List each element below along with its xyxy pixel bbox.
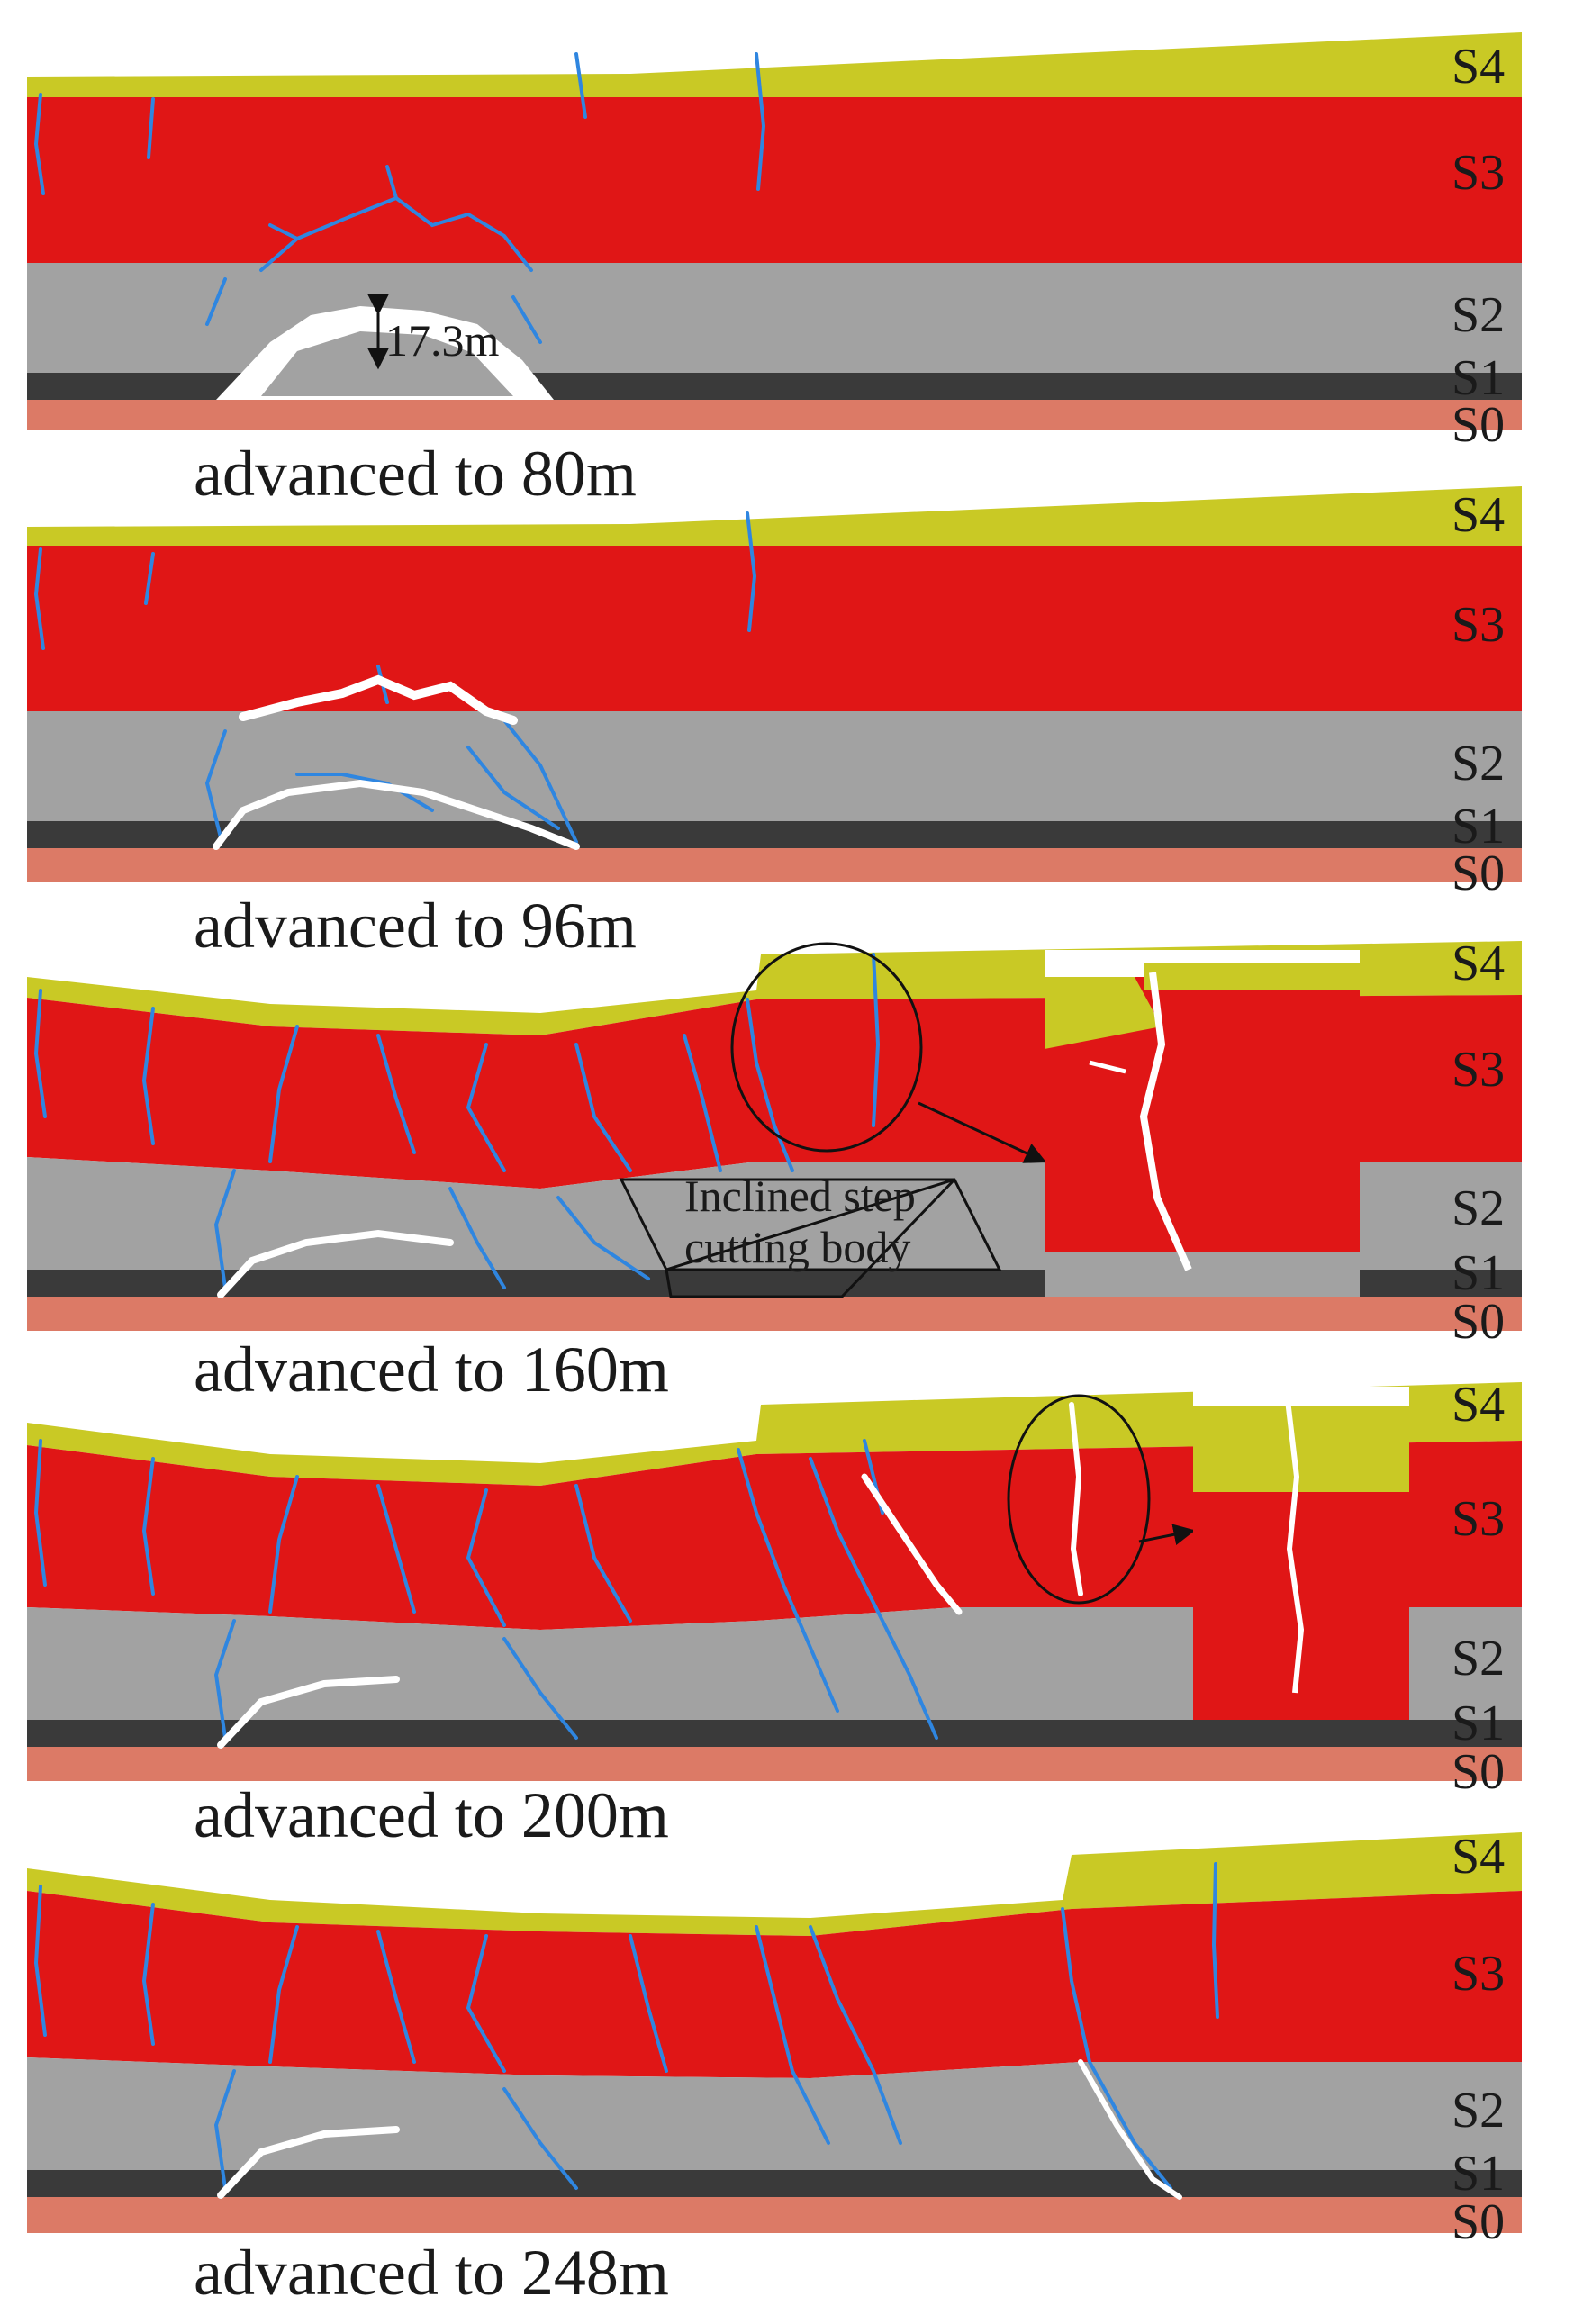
layer-label-s3: S3	[1452, 597, 1505, 653]
layer-s0	[27, 400, 1522, 430]
layer-label-s1: S1	[1452, 1696, 1505, 1751]
layer-label-s2: S2	[1452, 1180, 1505, 1236]
panel-caption: advanced to 200m	[194, 1779, 669, 1851]
fracture-opening	[1069, 1402, 1083, 1596]
layer-label-s3: S3	[1452, 1491, 1505, 1547]
dimension-marker: 17.3m	[367, 294, 500, 370]
layer-s1	[27, 2170, 1522, 2197]
layer-label-s4: S4	[1452, 936, 1505, 991]
fracture-network	[33, 1439, 938, 1740]
panel-caption: advanced to 80m	[194, 438, 637, 510]
layer-s3	[27, 546, 1522, 711]
layer-label-s0: S0	[1452, 1744, 1505, 1800]
fracture-opening	[1078, 2059, 1182, 2200]
caving-arch	[217, 1676, 400, 1749]
layer-s3	[27, 97, 1522, 263]
layer-s2	[27, 263, 1522, 373]
fracture-opening	[861, 1473, 963, 1615]
layer-label-s2: S2	[1452, 1631, 1505, 1686]
layer-s4	[27, 486, 1522, 546]
callout-arrow	[1138, 1524, 1196, 1546]
layer-s2	[27, 711, 1522, 821]
layer-label-s2: S2	[1452, 2083, 1505, 2139]
layer-label-s1: S1	[1452, 799, 1505, 855]
panel-2: S4 S3 S2 S1 S0 advanced to 96m	[27, 486, 1522, 962]
layer-s1	[27, 821, 1522, 848]
layer-s3	[27, 1891, 1522, 2078]
layer-s0	[27, 848, 1522, 882]
dimension-label: 17.3m	[385, 315, 500, 366]
layer-label-s1: S1	[1452, 2146, 1505, 2202]
fracture-network	[33, 953, 881, 1289]
annotation-line-1: Inclined step	[684, 1171, 916, 1221]
layer-s0	[27, 1747, 1522, 1781]
layer-label-s0: S0	[1452, 2194, 1505, 2250]
layer-label-s2: S2	[1452, 736, 1505, 791]
zoom-inset	[1045, 950, 1360, 1297]
panel-4: S4 S3 S2 S1 S0 advanced to 200m	[27, 1377, 1522, 1851]
layer-label-s4: S4	[1452, 1829, 1505, 1885]
panel-caption: advanced to 96m	[194, 890, 637, 962]
layer-label-s4: S4	[1452, 1377, 1505, 1433]
highlight-circle	[730, 942, 923, 1153]
layer-label-s4: S4	[1452, 39, 1505, 95]
layer-label-s3: S3	[1452, 1042, 1505, 1098]
caving-arch	[217, 2126, 400, 2199]
panel-caption: advanced to 248m	[194, 2237, 669, 2309]
layer-label-s1: S1	[1452, 350, 1505, 406]
layer-s1	[27, 1720, 1522, 1747]
layer-label-s0: S0	[1452, 397, 1505, 453]
highlight-circle	[1007, 1394, 1151, 1605]
layer-label-s1: S1	[1452, 1245, 1505, 1301]
caving-arch	[239, 674, 518, 725]
zoom-inset	[1193, 1387, 1409, 1720]
layer-label-s3: S3	[1452, 145, 1505, 201]
caving-arch	[213, 779, 580, 850]
fracture-network	[33, 1862, 1219, 2190]
caving-arch	[217, 1229, 454, 1298]
layer-label-s0: S0	[1452, 846, 1505, 901]
inclined-step-outline	[665, 1178, 956, 1298]
layer-s0	[27, 2197, 1522, 2233]
panel-caption: advanced to 160m	[194, 1334, 669, 1406]
layer-s2	[27, 1607, 1522, 1720]
layer-s2	[27, 2057, 1522, 2170]
layer-label-s3: S3	[1452, 1946, 1505, 2002]
layer-label-s0: S0	[1452, 1294, 1505, 1350]
panel-1: 17.3m S4 S3 S2 S1 S0 advanced to 80m	[27, 32, 1522, 510]
fracture-network	[33, 52, 766, 344]
panel-5: S4 S3 S2 S1 S0 advanced to 248m	[27, 1829, 1522, 2309]
annotation-line-2: cutting body	[684, 1222, 910, 1272]
inclined-step-outline	[619, 1178, 1002, 1271]
layer-s0	[27, 1297, 1522, 1331]
layer-label-s2: S2	[1452, 287, 1505, 343]
layer-s4	[27, 1832, 1522, 1936]
callout-arrow	[918, 1101, 1047, 1163]
layer-s4	[27, 32, 1522, 97]
layer-label-s4: S4	[1452, 487, 1505, 543]
layer-s4	[27, 1382, 1522, 1486]
panel-3: Inclined step cutting body S4 S3 S2 S1 S…	[27, 936, 1522, 1406]
